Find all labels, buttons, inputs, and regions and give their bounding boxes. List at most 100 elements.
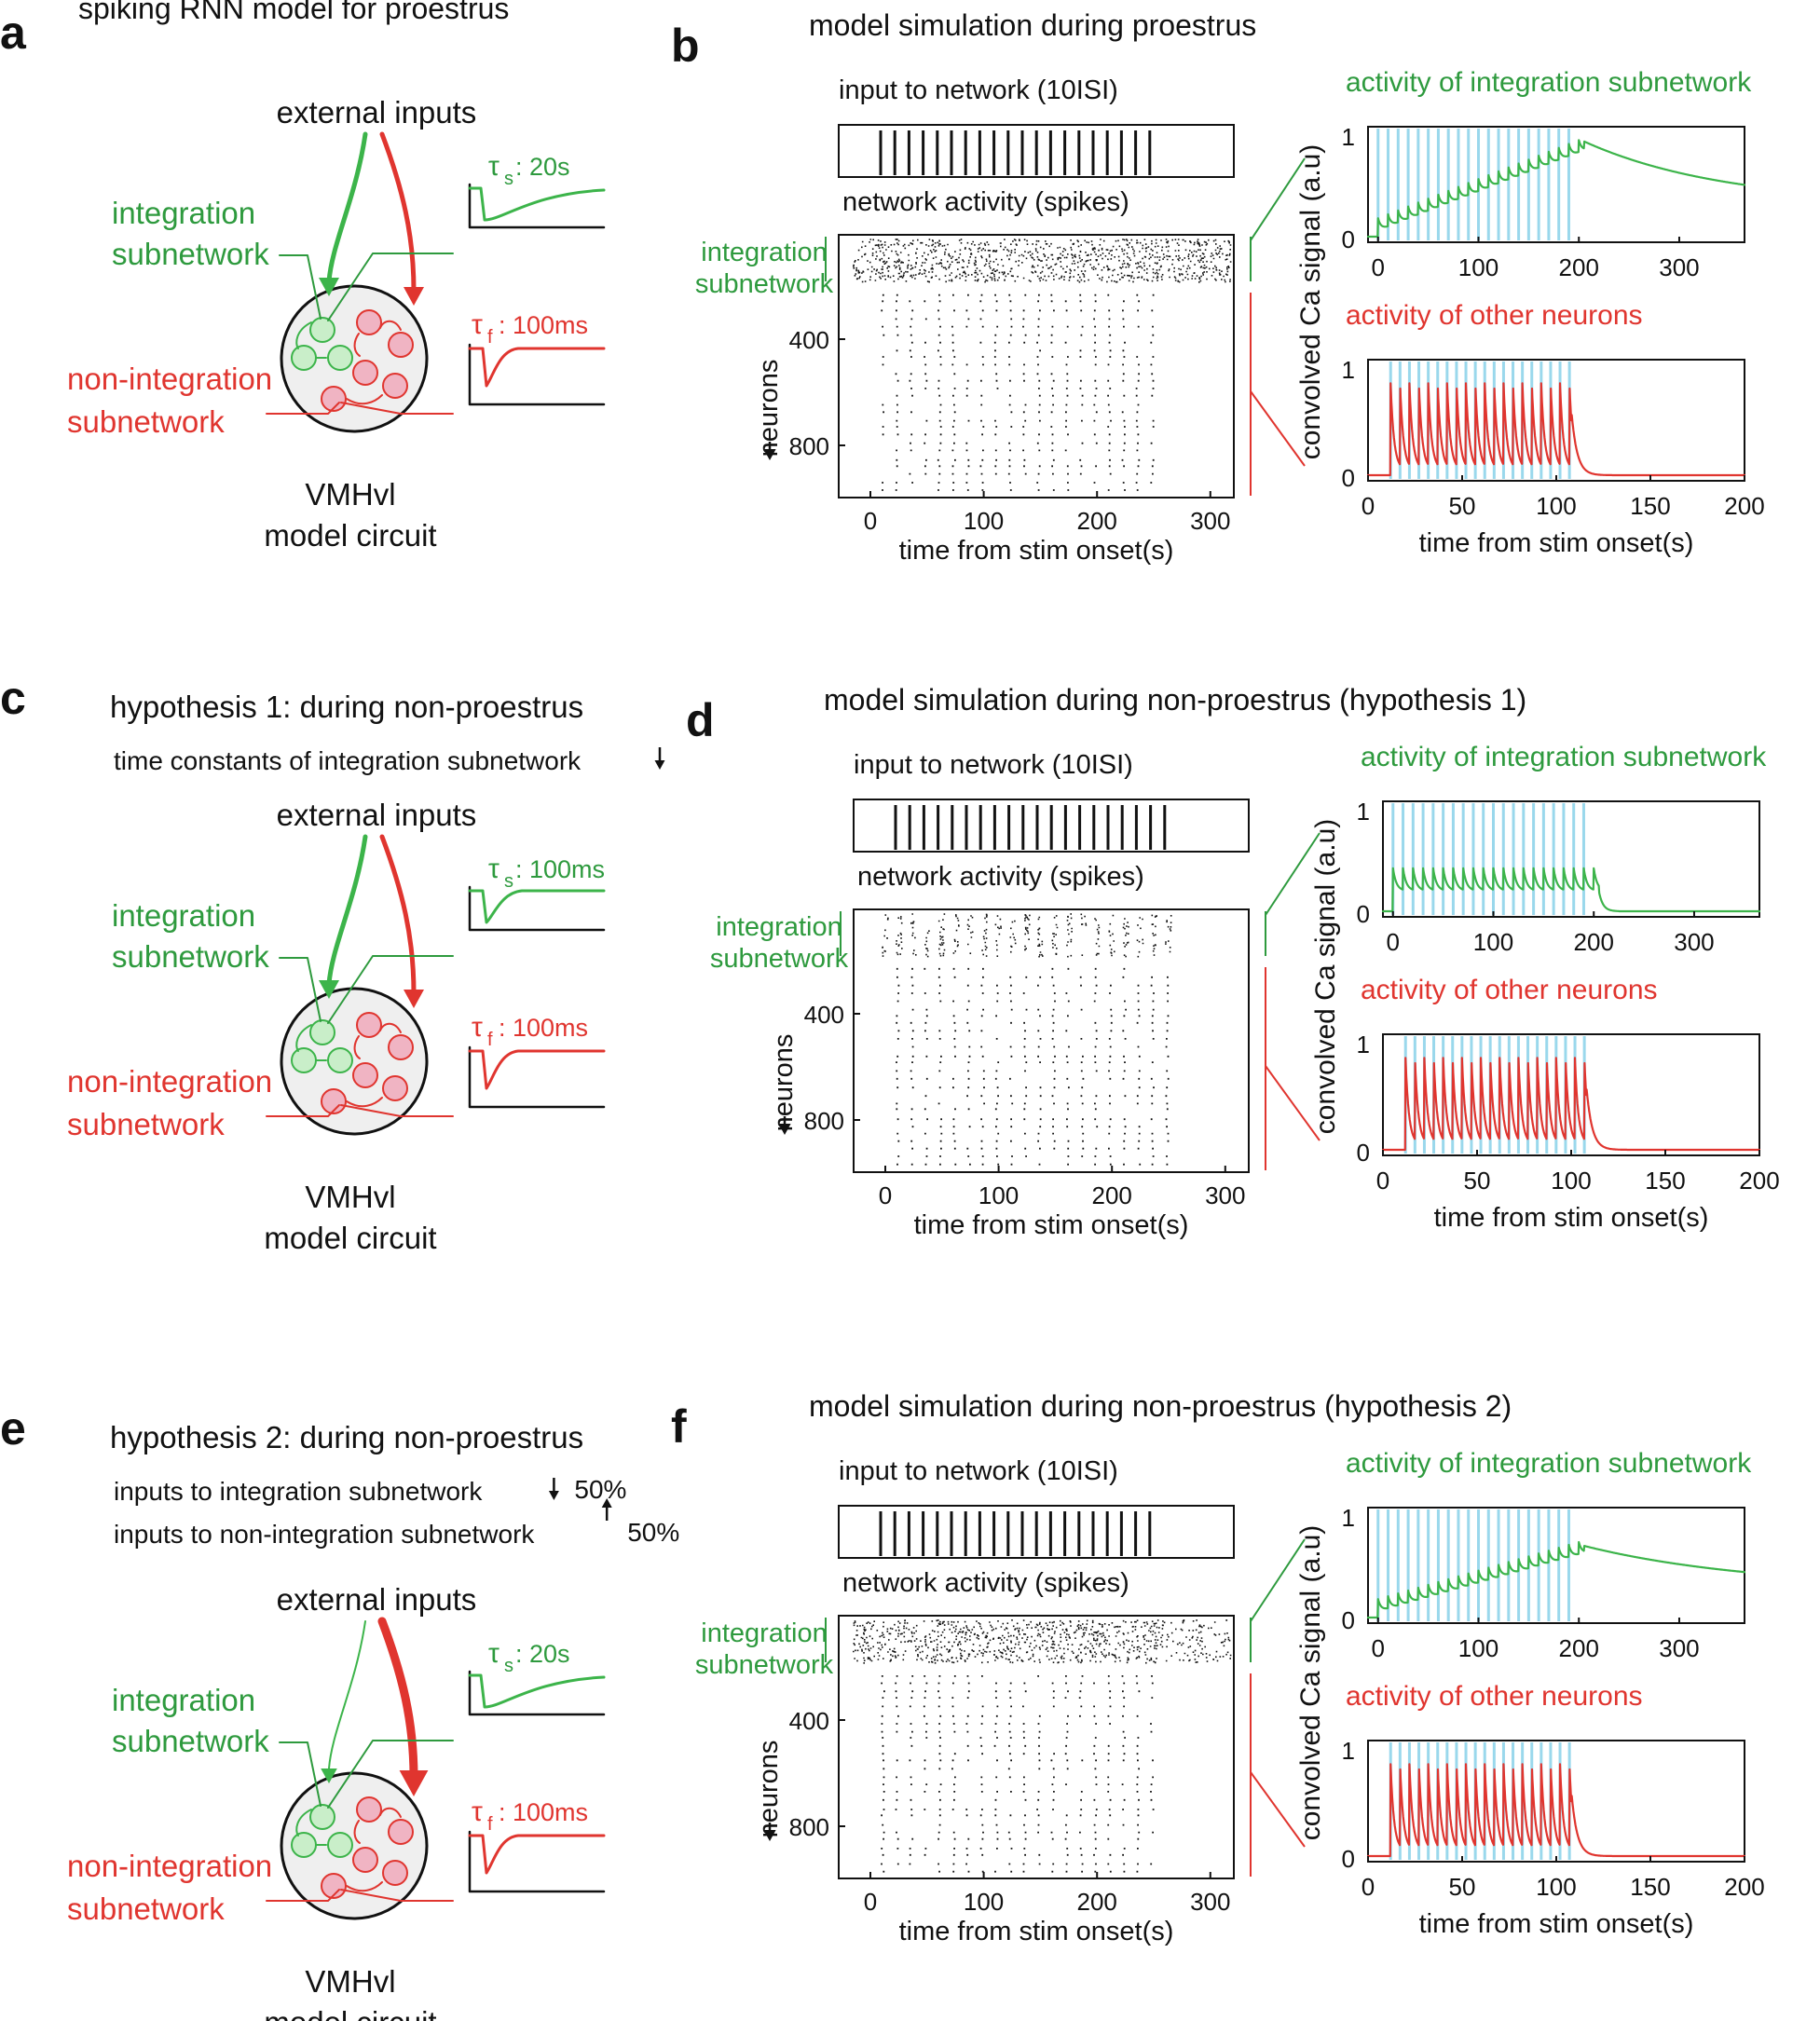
stim-bar xyxy=(1396,1509,1400,1621)
tau-s-symbol: τ xyxy=(488,1638,499,1669)
raster-xtick-label: 200 xyxy=(1077,507,1117,535)
tau-s-axes xyxy=(468,1670,606,1716)
plot-xtick-label: 200 xyxy=(1739,1167,1779,1195)
circuit-label-line1: VMHvl xyxy=(305,1964,395,1999)
non-integration-label-line1: non-integration xyxy=(67,1064,272,1099)
subnetwork-label-line2: subnetwork xyxy=(695,1650,834,1680)
plot-title: activity of integration subnetwork xyxy=(1361,742,1767,772)
non-integration-label-line1: non-integration xyxy=(67,1849,272,1883)
tau-s-subscript: s xyxy=(504,169,513,189)
plot-xlabel: time from stim onset(s) xyxy=(1419,528,1694,558)
stim-bar xyxy=(1467,1509,1471,1621)
stim-bar xyxy=(1421,803,1425,915)
neurons-axis-label: neurons xyxy=(754,360,784,457)
red-synapse xyxy=(353,1035,361,1059)
stim-bar xyxy=(1427,129,1430,240)
red-neuron-icon xyxy=(382,1860,408,1886)
ylabel: convolved Ca signal (a.u) xyxy=(1295,144,1326,460)
stim-bar xyxy=(1427,1509,1430,1621)
red-input-arrow xyxy=(379,131,417,294)
raster-box xyxy=(838,234,1235,498)
stim-bar xyxy=(1376,129,1380,240)
non-integration-leader xyxy=(266,1889,340,1902)
red-neuron-icon xyxy=(388,1034,414,1060)
red-arrowhead-icon xyxy=(404,990,424,1008)
tau-f-kernel xyxy=(468,347,606,388)
raster-xtick-label: 0 xyxy=(864,507,877,535)
spike-dots xyxy=(853,1619,1232,1873)
integration-leader xyxy=(279,1741,322,1807)
integration-leader xyxy=(279,957,322,1022)
stim-bar xyxy=(1396,129,1400,240)
stim-bar xyxy=(1387,1509,1390,1621)
integration-label-line1: integration xyxy=(112,1683,255,1717)
raster-xtick-label: 100 xyxy=(978,1181,1019,1209)
red-neuron-icon xyxy=(382,373,408,399)
raster-ytick-label: 800 xyxy=(804,1107,844,1135)
stim-bar xyxy=(1547,1509,1551,1621)
hypothesis-line-text: inputs to integration subnetwork xyxy=(114,1477,483,1506)
tau-s-leader xyxy=(327,253,454,321)
neurons-axis-label: neurons xyxy=(769,1034,799,1132)
raster-xtick-label: 200 xyxy=(1077,1888,1117,1916)
stim-bar xyxy=(1562,803,1566,915)
stim-bar xyxy=(1501,803,1505,915)
red-synapse xyxy=(353,1820,361,1844)
plot-box xyxy=(1382,800,1760,918)
tau-f-leader xyxy=(340,1889,454,1902)
plot-title: activity of integration subnetwork xyxy=(1346,1448,1752,1479)
tau-s-inset: sτs: 20s xyxy=(468,151,606,229)
hypothesis-line: inputs to integration subnetwork 50% xyxy=(114,1475,626,1506)
stim-bar xyxy=(1557,129,1561,240)
subnetwork-label-line2: subnetwork xyxy=(695,269,834,299)
stim-bar xyxy=(1436,1509,1440,1621)
stim-bar xyxy=(1477,1509,1481,1621)
hypothesis-line-text: time constants of integration subnetwork xyxy=(114,746,582,775)
green-neuron-icon xyxy=(327,1047,353,1073)
green-synapse xyxy=(295,1024,312,1052)
green-input-arrow xyxy=(328,1620,366,1769)
circuit-label-line1: VMHvl xyxy=(305,1180,395,1214)
tau-s-subscript: s xyxy=(504,1656,513,1676)
external-inputs-label: external inputs xyxy=(277,95,477,130)
red-neuron-icon xyxy=(356,309,382,335)
stim-bar xyxy=(1411,803,1415,915)
plot-xtick-label: 50 xyxy=(1449,1873,1476,1901)
neurons-axis-label: neurons xyxy=(754,1741,784,1838)
green-synapse xyxy=(295,321,312,349)
non-integration-label: non-integration subnetwork xyxy=(67,362,272,439)
stim-bar xyxy=(1486,1509,1490,1621)
green-neuron-icon xyxy=(309,1019,335,1045)
tau-f-subscript: f xyxy=(487,1030,493,1050)
arrow-up-icon xyxy=(601,1498,612,1508)
stim-bar xyxy=(1446,129,1450,240)
tau-f-leader xyxy=(340,402,454,415)
plot-xtick-label: 100 xyxy=(1536,492,1576,520)
green-neuron-icon xyxy=(291,1832,317,1858)
tau-f-axes xyxy=(468,343,606,406)
tau-f-axes xyxy=(468,1045,606,1109)
stim-bar xyxy=(1402,803,1405,915)
panel-c: c hypothesis 1: during non-proestrus time … xyxy=(0,672,665,1255)
integration-label: integration subnetwork xyxy=(112,898,269,974)
raster-ytick-label: 800 xyxy=(789,1813,829,1841)
neurons-arrow-icon xyxy=(763,1830,776,1841)
red-connector xyxy=(1250,1771,1306,1848)
red-synapse xyxy=(353,333,361,357)
tau-s-symbol: τ xyxy=(488,151,499,182)
stim-bar xyxy=(1537,129,1540,240)
plot-xtick-label: 200 xyxy=(1724,1873,1764,1901)
green-input-arrow xyxy=(326,834,368,987)
plot-xtick-label: 100 xyxy=(1458,253,1498,281)
tau-f-value: : 100ms xyxy=(499,1014,588,1042)
plot-xtick-label: 200 xyxy=(1559,253,1599,281)
green-connector xyxy=(1250,157,1306,241)
green-input-arrow xyxy=(326,131,368,284)
integration-label-line2: subnetwork xyxy=(112,1724,269,1758)
panel-title: model simulation during proestrus xyxy=(809,8,1256,42)
plot-title: activity of other neurons xyxy=(1346,1681,1643,1712)
hypothesis-title: hypothesis 1: during non-proestrus xyxy=(110,690,583,724)
